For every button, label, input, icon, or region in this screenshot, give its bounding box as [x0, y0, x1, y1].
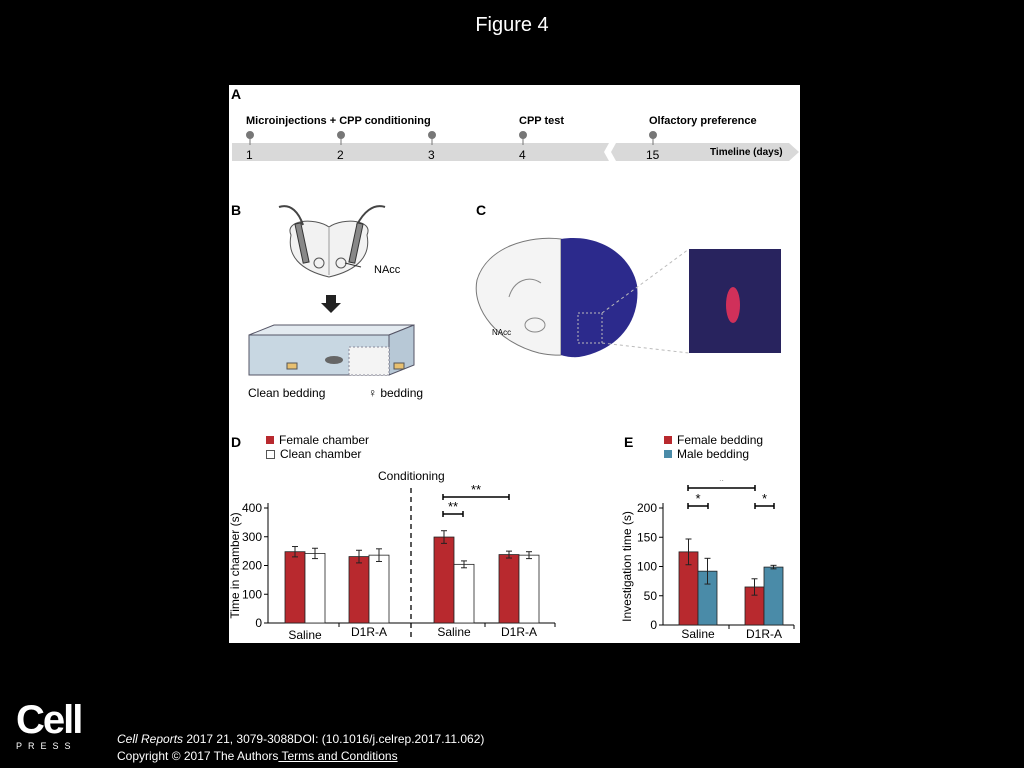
- journal-name: Cell Reports: [117, 732, 184, 746]
- timeline-axis-label: Timeline (days): [710, 147, 783, 158]
- legend-d-female-text: Female chamber: [279, 433, 370, 447]
- panel-c-illustration: [475, 237, 781, 358]
- legend-e-female-text: Female bedding: [677, 433, 764, 447]
- bar: [763, 566, 784, 626]
- category-label: D1R-A: [501, 625, 537, 639]
- significance-star: *: [762, 491, 767, 506]
- logo-word: Cell: [16, 698, 83, 742]
- bar: [518, 554, 540, 624]
- bar: [284, 551, 306, 624]
- day-2: 2: [337, 148, 344, 162]
- timeline-graphic: [232, 131, 799, 161]
- day-15: 15: [646, 148, 660, 162]
- bar: [368, 554, 390, 624]
- legend-e-female: Female bedding: [664, 433, 763, 447]
- female-bedding-label: ♀ bedding: [368, 386, 424, 400]
- significance-star: **: [448, 499, 458, 514]
- citation-block: Cell Reports 2017 21, 3079-3088DOI: (10.…: [117, 731, 484, 765]
- y-tick-label: 100: [242, 587, 262, 601]
- y-axis-label: Investigation time (s): [620, 511, 634, 622]
- y-tick-label: 0: [255, 616, 262, 630]
- box-top: [248, 324, 415, 336]
- y-tick-label: 150: [637, 530, 657, 544]
- bar: [498, 554, 520, 624]
- cannula-left: [294, 222, 310, 264]
- nacc-pointer: [344, 262, 362, 268]
- y-tick-label: 0: [650, 618, 657, 632]
- down-arrow-icon: [321, 295, 341, 313]
- cannula-right: [348, 222, 364, 264]
- category-label: D1R-A: [746, 627, 782, 641]
- significance-star: *: [719, 480, 724, 488]
- legend-d-female: Female chamber: [266, 433, 369, 447]
- bar: [304, 553, 326, 624]
- bar: [433, 536, 455, 624]
- category-label: Saline: [288, 628, 322, 642]
- legend-e-male-text: Male bedding: [677, 447, 750, 461]
- atlas-ventricle: [508, 278, 542, 298]
- significance-star: *: [695, 491, 700, 506]
- female-bedding-dish: [393, 362, 405, 370]
- atlas-nacc: [524, 317, 546, 333]
- timeline-bar-right: [611, 143, 799, 161]
- cannula-left-tube: [278, 205, 304, 226]
- panel-b-label: B: [231, 202, 242, 218]
- y-tick-label: 300: [242, 530, 262, 544]
- figure-panel: A Microinjections + CPP conditioning CPP…: [229, 85, 800, 643]
- panel-b-illustration: [248, 205, 415, 376]
- dotted-floor: [348, 346, 390, 376]
- cell-press-logo: Cell PRESS: [16, 700, 86, 751]
- brain-section-fluorescence: [561, 238, 638, 358]
- conditioning-label: Conditioning: [378, 469, 445, 483]
- legend-d-clean-text: Clean chamber: [280, 447, 362, 461]
- panel-e-label: E: [624, 434, 634, 450]
- cannula-right-tube: [356, 205, 386, 226]
- category-label: Saline: [681, 627, 715, 641]
- category-label: D1R-A: [351, 625, 387, 639]
- nacc-label-c: NAcc: [492, 328, 512, 337]
- terms-link[interactable]: Terms and Conditions: [278, 749, 398, 763]
- category-label: Saline: [437, 625, 471, 639]
- day-3: 3: [428, 148, 435, 162]
- y-tick-label: 50: [644, 589, 658, 603]
- timeline-bar-left: [232, 143, 609, 161]
- y-tick-label: 200: [637, 501, 657, 515]
- brain-atlas-outline: [475, 237, 562, 356]
- event-cpp-test: CPP test: [519, 115, 565, 127]
- panel-d-label: D: [231, 434, 242, 450]
- legend-e-male: Male bedding: [664, 447, 749, 461]
- y-axis-label: Time in chamber (s): [229, 512, 242, 618]
- day-4: 4: [519, 148, 526, 162]
- nacc-label-b: NAcc: [374, 264, 401, 276]
- legend-d-clean: Clean chamber: [266, 447, 361, 461]
- bar: [453, 563, 475, 624]
- clean-bedding-dish: [286, 362, 298, 370]
- citation-details: 2017 21, 3079-3088DOI: (10.1016/j.celrep…: [183, 732, 485, 746]
- bar: [348, 556, 370, 624]
- day-1: 1: [246, 148, 253, 162]
- y-tick-label: 400: [242, 501, 262, 515]
- event-conditioning: Microinjections + CPP conditioning: [246, 115, 431, 127]
- significance-star: **: [471, 482, 481, 497]
- logo-press: PRESS: [16, 741, 77, 751]
- y-tick-label: 100: [637, 560, 657, 574]
- nacc-left: [313, 257, 325, 269]
- panel-c-label: C: [476, 202, 487, 218]
- clean-bedding-label: Clean bedding: [248, 386, 326, 400]
- zoom-box: [577, 312, 603, 344]
- panel-a-label: A: [231, 86, 242, 102]
- mouse-icon: [325, 356, 343, 364]
- y-tick-label: 200: [242, 559, 262, 573]
- copyright-text: Copyright © 2017 The Authors: [117, 749, 279, 763]
- figure-title: Figure 4: [475, 14, 549, 36]
- injection-site: [726, 287, 740, 323]
- event-olfactory: Olfactory preference: [649, 115, 757, 127]
